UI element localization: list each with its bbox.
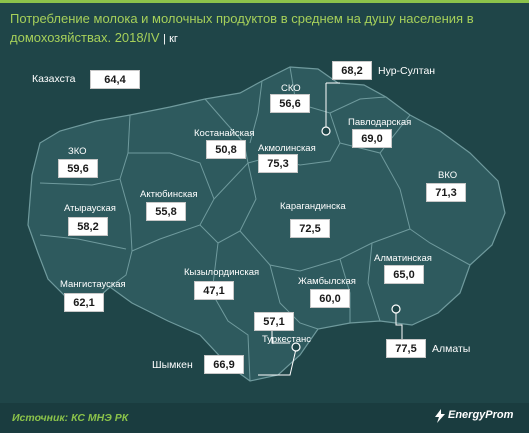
atyrau-label: Атырауская [64, 203, 116, 214]
country-value: 64,4 [90, 70, 140, 89]
vko-label: ВКО [438, 170, 458, 181]
zko-label: ЗКО [68, 146, 87, 157]
almaty-marker [391, 304, 401, 314]
sko-label: СКО [281, 83, 301, 94]
zko-value: 59,6 [58, 159, 98, 178]
zhambyl-value: 60,0 [310, 289, 350, 308]
nur-sultan-value: 68,2 [332, 61, 372, 80]
atyrau-value: 58,2 [68, 217, 108, 236]
kyzylorda-label: Кызылординская [184, 267, 260, 278]
akmola-label: Акмолинская [258, 143, 316, 154]
sko-value: 56,6 [270, 94, 310, 113]
aktobe-value: 55,8 [146, 202, 186, 221]
kostanay-label: Костанайская [194, 128, 255, 139]
mangistau-value: 62,1 [64, 293, 104, 312]
source-text: Источник: КС МНЭ РК [12, 412, 129, 424]
almaty-value: 77,5 [386, 339, 426, 358]
almaty-label: Алматы [432, 343, 471, 355]
title-unit: | кг [163, 33, 178, 45]
pavlodar-label: Павлодарская [348, 117, 412, 128]
logo-text: EnergyProm [448, 409, 514, 421]
leader-lines [258, 82, 403, 376]
mangistau-label: Мангистауская [60, 279, 126, 290]
akmola-value: 75,3 [258, 154, 298, 173]
energyprom-logo-icon [435, 409, 445, 423]
page-title: Потребление молока и молочных продуктов … [10, 9, 520, 49]
nur-sultan-label: Нур-Султан [378, 65, 436, 77]
pavlodar-value: 69,0 [352, 129, 392, 148]
kostanay-value: 50,8 [206, 140, 246, 159]
vko-value: 71,3 [426, 183, 466, 202]
karaganda-value: 72,5 [290, 219, 330, 238]
nur-sultan-marker [321, 126, 331, 136]
kyzylorda-value: 47,1 [194, 281, 234, 300]
turkestan-label: Туркестанс [262, 334, 312, 345]
country-label: Казахста [32, 73, 76, 85]
title-text: Потребление молока и молочных продуктов … [10, 11, 474, 45]
zhambyl-label: Жамбылская [298, 276, 356, 287]
almaty-oblast-label: Алматинская [374, 253, 432, 264]
almaty-oblast-value: 65,0 [384, 265, 424, 284]
shymkent-marker [291, 342, 301, 352]
shymkent-value: 66,9 [204, 355, 244, 374]
aktobe-label: Актюбинская [140, 189, 198, 200]
karaganda-label: Карагандинска [280, 201, 346, 212]
shymkent-label: Шымкен [152, 359, 193, 371]
turkestan-value: 57,1 [254, 312, 294, 331]
